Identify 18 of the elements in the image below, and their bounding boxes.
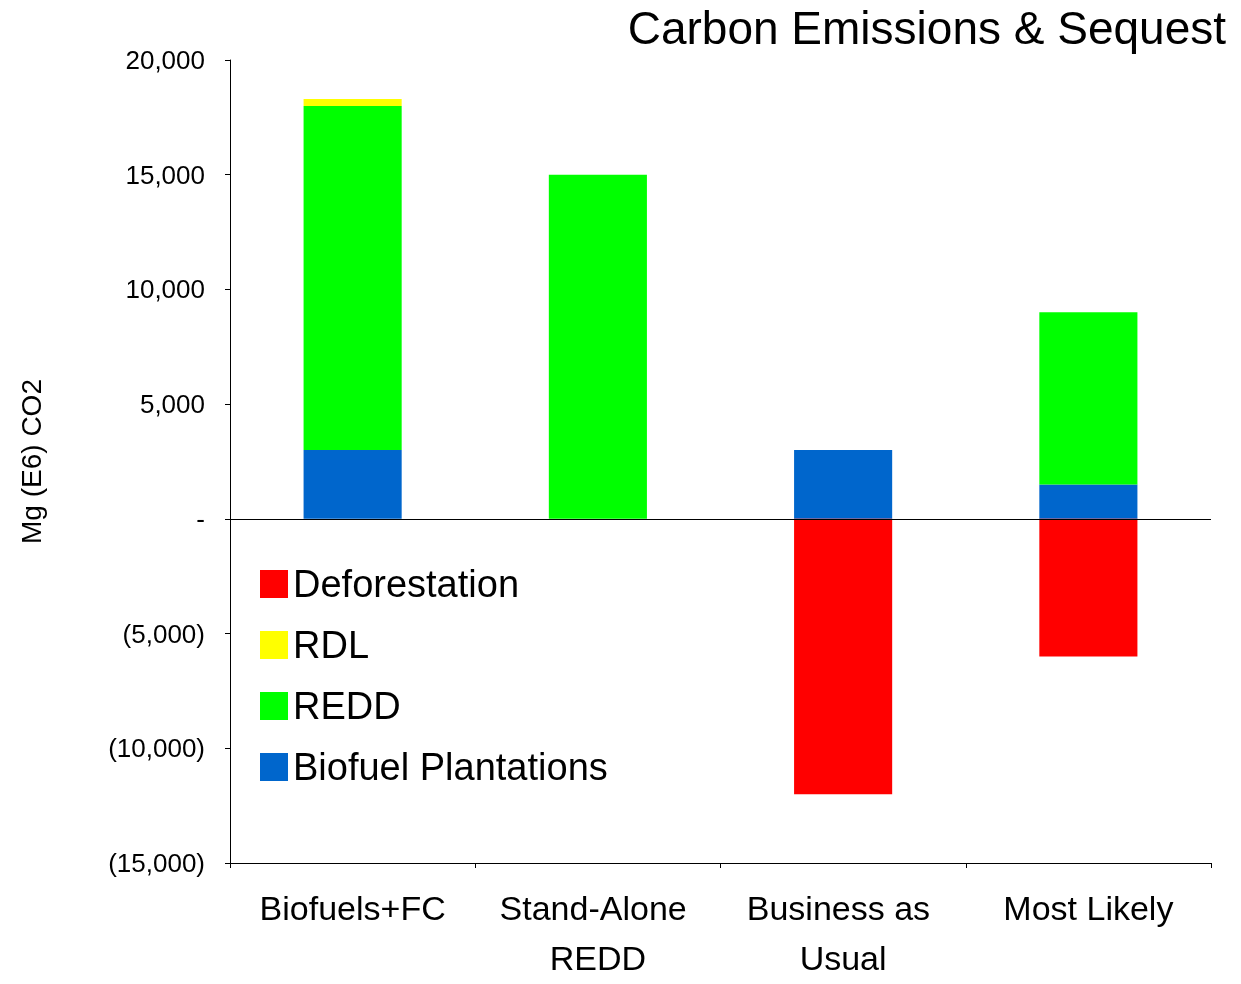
x-tick-label: Business as Usual [746,889,940,977]
legend-label: Deforestation [293,563,520,605]
y-axis-title: Mg (E6) CO2 [15,379,47,544]
y-tick-label: (10,000) [108,733,205,764]
legend-label: REDD [293,685,401,727]
y-tick-label: 5,000 [139,389,205,420]
x-tick-label: Biofuels+FC [259,889,446,927]
chart-title: Carbon Emissions & Sequest [627,2,1227,54]
y-tick-label: - [196,503,205,534]
legend-label: RDL [293,624,370,666]
x-tick-label: Stand-Alone REDD [499,889,697,977]
y-tick-label: 20,000 [125,45,205,75]
legend-label: Biofuel Plantations [293,746,608,788]
y-tick-label: 15,000 [125,159,205,190]
y-tick-label: (15,000) [108,848,205,878]
y-tick-label: 10,000 [125,274,205,305]
y-tick-label: (5,000) [122,618,205,649]
x-tick-label: Most Likely [1003,889,1174,927]
